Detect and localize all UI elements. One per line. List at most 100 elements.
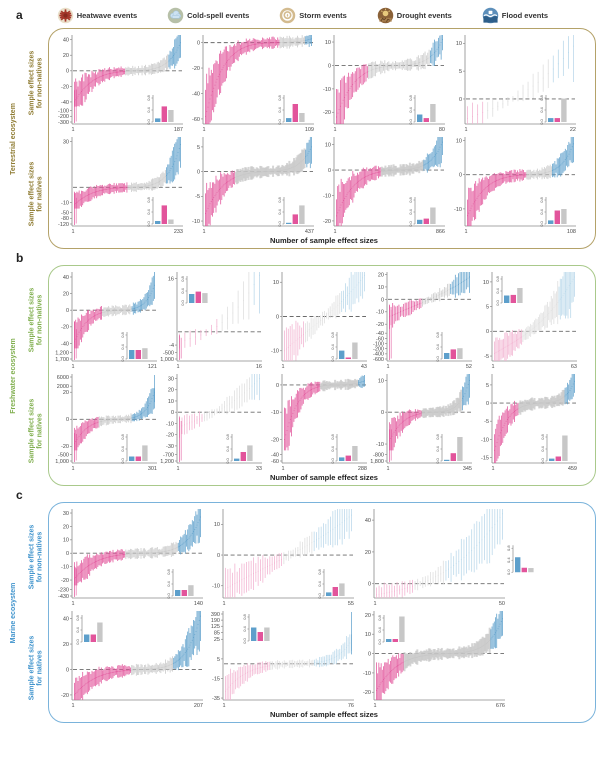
- svg-text:0.0: 0.0: [495, 299, 500, 305]
- svg-text:0.4: 0.4: [146, 208, 151, 214]
- svg-text:0.8: 0.8: [377, 614, 382, 620]
- svg-text:866: 866: [436, 229, 445, 235]
- subplot: 10 0 -10 -20 1 80 0.0 0.4 0.8: [323, 35, 445, 133]
- svg-text:0: 0: [486, 401, 489, 407]
- svg-text:-10: -10: [481, 437, 489, 443]
- svg-text:0.8: 0.8: [539, 94, 544, 100]
- svg-text:0.0: 0.0: [408, 220, 413, 226]
- svg-text:10: 10: [378, 285, 384, 291]
- panel-a-box: 40 20 0 -20 -40 -100 -200 -300 1 187 0.0 0.4 0.8 0 -20…: [48, 28, 596, 249]
- svg-text:187: 187: [174, 127, 183, 133]
- legend-item-heatwave: Heatwave events: [57, 7, 137, 24]
- subplot: 0 -20 -40 -601 109 0.0 0.4 0.8: [192, 35, 314, 133]
- panel-freshwater: b Freshwater ecosystem Sample effect siz…: [2, 252, 596, 486]
- svg-text:0.0: 0.0: [75, 638, 80, 644]
- subplot: 10 0 -10 1 43 0.0 0.4 0.8: [271, 272, 367, 370]
- svg-text:0.8: 0.8: [242, 613, 247, 619]
- svg-text:-5: -5: [484, 354, 489, 360]
- drought-icon: [377, 7, 394, 23]
- svg-text:20: 20: [63, 642, 69, 648]
- svg-text:30: 30: [63, 139, 69, 145]
- svg-text:10: 10: [456, 138, 462, 144]
- svg-text:0.0: 0.0: [146, 220, 151, 226]
- legend-item-storm: Storm events: [279, 7, 347, 24]
- subplot: 5 0 -5 -10 -151 459 0.0 0.4 0.8: [481, 374, 577, 472]
- svg-text:1: 1: [202, 229, 205, 235]
- svg-text:0.8: 0.8: [408, 94, 413, 100]
- svg-text:-200: -200: [373, 347, 384, 353]
- svg-text:-10: -10: [192, 219, 200, 225]
- svg-text:0.0: 0.0: [317, 592, 322, 598]
- svg-text:10: 10: [168, 399, 174, 405]
- svg-text:-20: -20: [61, 578, 69, 584]
- svg-text:33: 33: [256, 466, 262, 472]
- svg-text:1: 1: [386, 364, 389, 370]
- svg-text:40: 40: [63, 38, 69, 44]
- svg-text:-20: -20: [166, 433, 174, 439]
- svg-text:0.4: 0.4: [540, 445, 545, 451]
- svg-text:-20: -20: [61, 693, 69, 699]
- svg-text:0: 0: [328, 63, 331, 69]
- svg-text:0.0: 0.0: [166, 592, 171, 598]
- svg-text:1: 1: [281, 364, 284, 370]
- svg-text:1: 1: [333, 229, 336, 235]
- svg-text:0.4: 0.4: [75, 626, 80, 632]
- ecosystem-label-terrestrial: Terrestrial ecosystem: [9, 102, 17, 175]
- panel-letter-c: c: [16, 488, 23, 502]
- row-label-natives: Sample effect sizes for natives: [28, 161, 44, 227]
- svg-text:1: 1: [71, 466, 74, 472]
- svg-text:0.4: 0.4: [539, 208, 544, 214]
- svg-text:0.4: 0.4: [408, 208, 413, 214]
- svg-text:1: 1: [464, 127, 467, 133]
- svg-text:20: 20: [63, 390, 69, 396]
- panel-c-left-labels: Marine ecosystem Sample effect sizes for …: [2, 502, 48, 723]
- svg-text:-1,800: -1,800: [370, 459, 384, 465]
- svg-text:1: 1: [333, 127, 336, 133]
- panel-marine: c Marine ecosystem Sample effect sizes fo…: [2, 489, 596, 723]
- svg-text:0: 0: [276, 383, 279, 389]
- svg-text:40: 40: [63, 275, 69, 281]
- svg-text:-1,000: -1,000: [160, 357, 174, 363]
- svg-text:16: 16: [168, 277, 174, 283]
- svg-text:0.8: 0.8: [330, 331, 335, 337]
- svg-text:20: 20: [365, 613, 371, 619]
- panel-a-left-labels: Terrestrial ecosystem Sample effect size…: [2, 28, 48, 249]
- svg-text:43: 43: [361, 364, 367, 370]
- svg-text:-500: -500: [58, 452, 69, 458]
- svg-text:0.0: 0.0: [377, 638, 382, 644]
- svg-text:5: 5: [486, 305, 489, 311]
- svg-text:0.4: 0.4: [330, 445, 335, 451]
- cold-spell-icon: [167, 7, 184, 23]
- svg-text:-1,200: -1,200: [55, 350, 69, 356]
- svg-text:0.4: 0.4: [317, 580, 322, 586]
- svg-text:-1,700: -1,700: [55, 357, 69, 363]
- svg-text:0.4: 0.4: [495, 287, 500, 293]
- svg-text:1: 1: [464, 229, 467, 235]
- svg-text:1: 1: [202, 127, 205, 133]
- svg-text:20: 20: [168, 388, 174, 394]
- subplot: 40 20 0 1 50 0.0 0.4 0.8: [365, 509, 534, 607]
- legend-item-cold-spell: Cold-spell events: [167, 7, 249, 24]
- svg-text:0: 0: [381, 410, 384, 416]
- storm-icon: [280, 7, 296, 23]
- svg-text:0.0: 0.0: [539, 220, 544, 226]
- svg-text:-5: -5: [195, 194, 200, 200]
- panel-letter-b: b: [16, 251, 24, 265]
- svg-text:288: 288: [358, 466, 367, 472]
- subplot: 20 10 0 -10 -20 1 676 0.0 0.4 0.8: [363, 611, 505, 709]
- svg-text:-40: -40: [271, 452, 279, 458]
- svg-text:5: 5: [486, 383, 489, 389]
- svg-text:-40: -40: [61, 100, 69, 106]
- panel-b-left-labels: Freshwater ecosystem Sample effect sizes…: [2, 265, 48, 486]
- panel-terrestrial: Terrestrial ecosystem Sample effect size…: [2, 28, 596, 249]
- svg-text:0: 0: [171, 410, 174, 416]
- panel-c-box: 30 20 10 0 -10 -20 -230 -430 1 140 0.0 0.4 0.8 10 0 -10…: [48, 502, 596, 723]
- svg-text:-300: -300: [58, 120, 69, 126]
- svg-text:0.0: 0.0: [330, 355, 335, 361]
- legend-label: Heatwave events: [76, 10, 138, 20]
- x-axis-title: Number of sample effect sizes: [270, 710, 378, 719]
- svg-text:-60: -60: [271, 459, 279, 465]
- subplot: 10 5 0 1 22 0.0 0.4 0.8: [456, 35, 576, 133]
